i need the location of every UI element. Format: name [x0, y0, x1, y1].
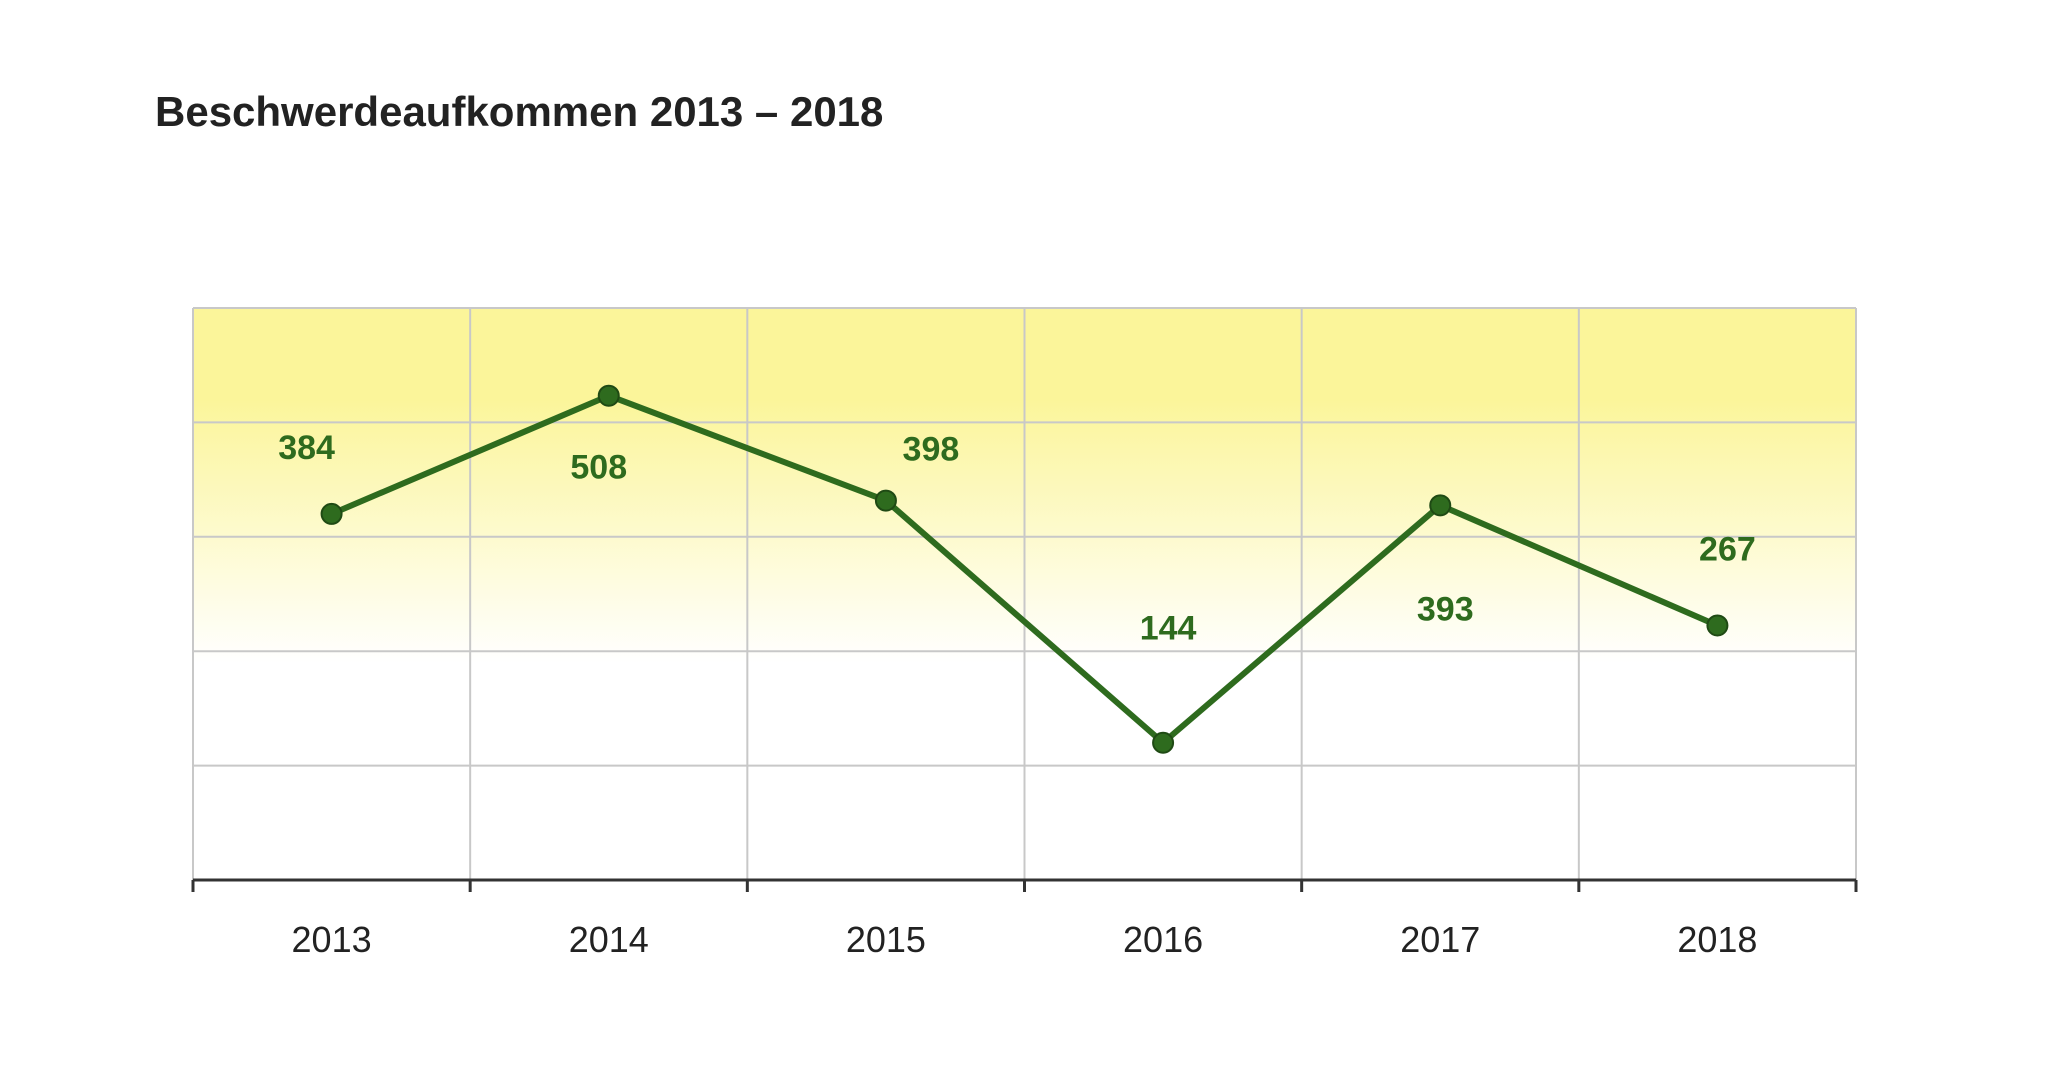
data-label: 508	[570, 449, 627, 487]
series-line	[330, 392, 1719, 746]
data-label: 393	[1417, 590, 1474, 628]
series	[320, 384, 1729, 754]
data-point	[597, 384, 620, 407]
data-point	[320, 502, 343, 525]
data-point	[1152, 731, 1175, 754]
x-axis	[191, 878, 1858, 892]
chart-title: Beschwerdeaufkommen 2013 – 2018	[155, 88, 884, 135]
x-tick-label: 2014	[569, 919, 649, 960]
data-labels: 384 508 398 144 393 267	[278, 429, 1756, 648]
x-tick-label: 2017	[1400, 919, 1480, 960]
data-label: 398	[903, 431, 960, 469]
data-label: 384	[278, 429, 335, 467]
x-tick-label: 2018	[1677, 919, 1757, 960]
x-tick-label: 2015	[846, 919, 926, 960]
data-point	[1706, 614, 1729, 637]
x-tick-label: 2013	[292, 919, 372, 960]
gridlines	[192, 307, 1857, 880]
data-label: 267	[1699, 530, 1756, 568]
data-label: 144	[1140, 610, 1197, 648]
data-point	[874, 489, 897, 512]
x-tick-label: 2016	[1123, 919, 1203, 960]
data-point	[1429, 494, 1452, 517]
x-tick-labels: 2013 2014 2015 2016 2017 2018	[292, 919, 1758, 960]
